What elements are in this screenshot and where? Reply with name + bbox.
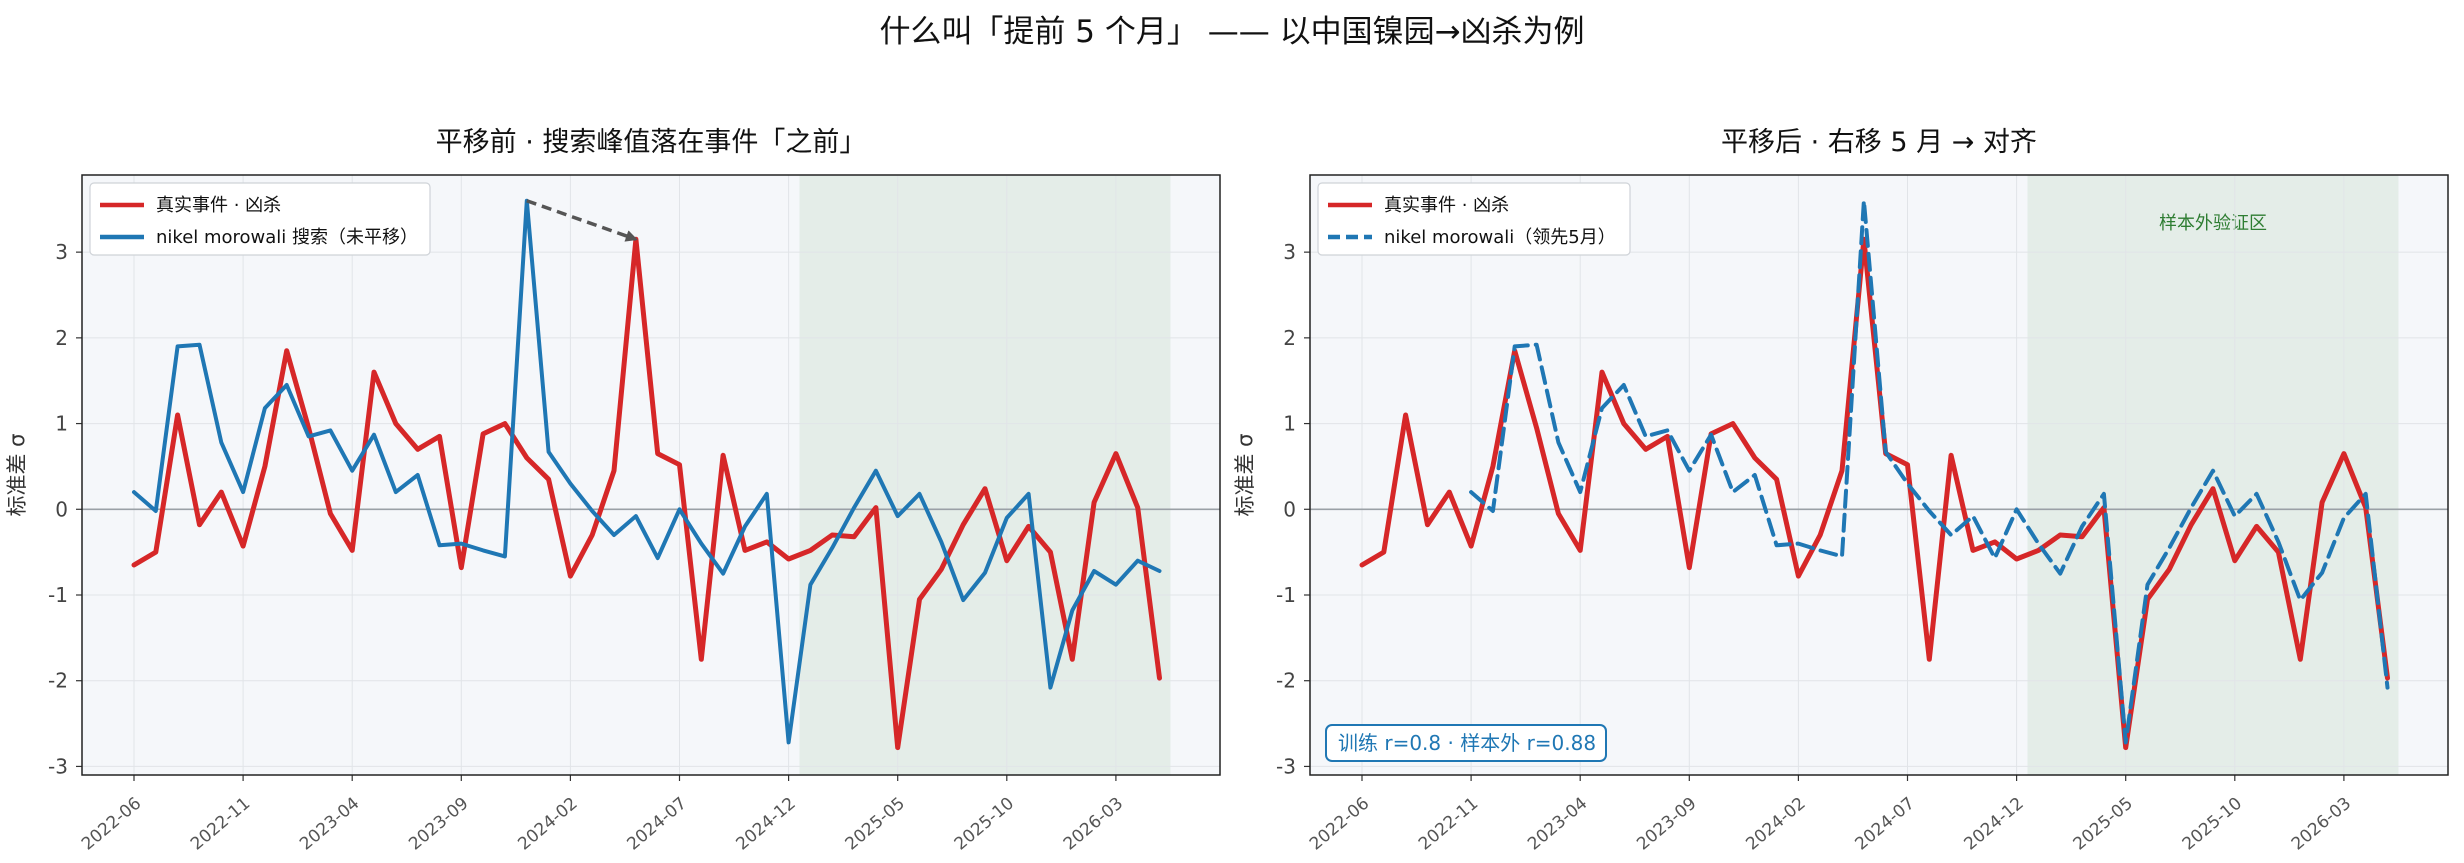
x-tick-label: 2023-09 [405,794,472,855]
x-tick-label: 2024-12 [1961,794,2028,855]
series-line-event [131,236,1162,751]
x-tick-label: 2022-06 [1306,794,1373,855]
y-tick-label: 1 [55,412,68,436]
series-line-search [1469,198,2390,745]
y-axis-label: 标准差 σ [5,434,29,517]
x-tick-label: 2024-07 [1851,794,1918,855]
chart-title: 平移前 · 搜索峰值落在事件「之前」 [436,127,867,158]
chart-panel-1: -3 -2 -1 0 1 2 3 2022-06 2022-11 2023-04 2023-09 20… [5,127,1221,855]
series-line-search [132,198,1162,745]
chart-panel-2: 样本外验证区 -3 -2 -1 0 1 2 3 2022-06 2022-11 2023-04 202… [1233,127,2449,855]
y-tick-label: 0 [55,497,68,521]
series-line-event [1359,236,2390,751]
x-tick-label: 2024-12 [733,794,800,855]
axes-frame [1309,174,2449,776]
x-tick-label: 2025-10 [2179,794,2246,855]
y-tick-label: -1 [1276,583,1296,607]
out-of-sample-region [799,175,1171,775]
y-tick-label: -1 [48,583,68,607]
x-tick-label: 2024-02 [1742,794,1809,855]
legend: 真实事件 · 凶杀 nikel morowali 搜索（未平移） [89,182,431,256]
axes-frame [81,174,1221,776]
x-tick-label: 2024-02 [514,794,581,855]
legend-label: 真实事件 · 凶杀 [156,195,281,216]
correlation-note: 训练 r=0.8 · 样本外 r=0.88 [1325,724,1607,762]
legend-label: nikel morowali（领先5月） [1384,227,1616,248]
note-box [1325,724,1607,762]
x-tick-label: 2026-03 [1060,794,1127,855]
y-tick-label: 2 [55,326,68,350]
note-text: 训练 r=0.8 · 样本外 r=0.88 [1338,731,1596,755]
y-tick-label: 0 [1283,497,1296,521]
x-tick-label: 2024-07 [623,794,690,855]
x-tick-label: 2022-06 [78,794,145,855]
x-tick-label: 2022-11 [187,794,254,855]
out-of-sample-label: 样本外验证区 [2159,213,2267,234]
figure-title: 什么叫「提前 5 个月」 —— 以中国镍园→凶杀为例 [879,14,1585,50]
legend-label: nikel morowali 搜索（未平移） [156,227,418,248]
legend-box [89,182,431,256]
legend-label: 真实事件 · 凶杀 [1384,195,1509,216]
x-tick-label: 2023-04 [1524,794,1591,855]
y-tick-label: 2 [1283,326,1296,350]
chart-title: 平移后 · 右移 5 月 → 对齐 [1721,127,2037,158]
y-tick-label: 3 [1283,240,1296,264]
shift-arrow [526,199,638,242]
y-tick-label: -2 [1276,669,1296,693]
legend-box [1317,182,1631,256]
y-tick-label: -3 [48,754,68,778]
y-tick-label: -3 [1276,754,1296,778]
x-tick-label: 2026-03 [2288,794,2355,855]
out-of-sample-region [2027,175,2399,775]
y-tick-label: -2 [48,669,68,693]
x-tick-label: 2022-11 [1415,794,1482,855]
x-tick-label: 2025-10 [951,794,1018,855]
x-tick-label: 2025-05 [2070,794,2137,855]
y-axis-label: 标准差 σ [1233,434,1257,517]
x-tick-label: 2023-04 [296,794,363,855]
y-tick-label: 3 [55,240,68,264]
x-tick-label: 2023-09 [1633,794,1700,855]
y-tick-label: 1 [1283,412,1296,436]
x-tick-label: 2025-05 [842,794,909,855]
legend: 真实事件 · 凶杀 nikel morowali（领先5月） [1317,182,1631,256]
